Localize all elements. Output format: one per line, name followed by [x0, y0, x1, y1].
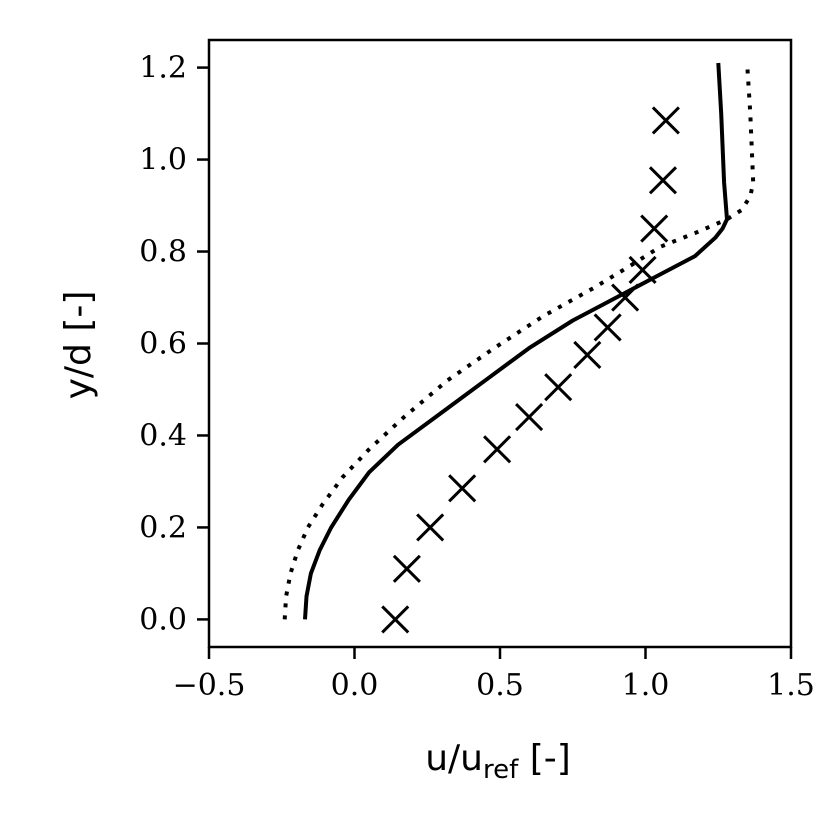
- data-point-x-marker: [392, 554, 421, 583]
- data-point-x-marker: [448, 474, 477, 503]
- x-tick-label: 0.0: [331, 668, 379, 703]
- data-point-x-marker: [515, 403, 544, 432]
- x-tick-label: −0.5: [173, 668, 246, 703]
- y-tick-label: 1.2: [139, 51, 187, 86]
- y-tick-label: 1.0: [139, 143, 187, 178]
- y-tick-label: 0.8: [139, 235, 187, 270]
- data-point-x-marker: [483, 435, 512, 464]
- x-tick-label: 0.5: [476, 668, 524, 703]
- series-line-dotted: [282, 67, 756, 620]
- data-point-x-marker: [640, 214, 669, 243]
- data-point-x-marker: [416, 513, 445, 542]
- data-point-x-marker: [593, 313, 622, 342]
- data-point-x-marker: [381, 605, 410, 634]
- data-point-x-marker: [611, 283, 640, 312]
- data-point-x-marker: [628, 255, 657, 284]
- series-markers: [381, 106, 680, 634]
- y-tick-label: 0.4: [139, 418, 187, 453]
- x-tick-label: 1.5: [767, 668, 815, 703]
- data-point-x-marker: [648, 166, 678, 195]
- y-axis-label: y/d [-]: [58, 291, 99, 400]
- data-point-x-marker: [651, 106, 680, 135]
- series-layer: [282, 62, 756, 634]
- y-tick-label: 0.0: [139, 602, 187, 637]
- data-point-x-marker: [544, 373, 573, 402]
- series-line-solid: [303, 62, 729, 620]
- data-point-x-marker: [573, 340, 602, 370]
- y-tick-label: 0.2: [139, 510, 187, 545]
- x-tick-label: 1.0: [622, 668, 670, 703]
- ticks-group: −0.5 0.0 0.5 1.0 1.5 0.0 0.2 0.4 0.6 0.8 1.0 1.2: [139, 51, 815, 703]
- y-tick-label: 0.6: [139, 327, 187, 362]
- x-axis-label: u/uref [-]: [425, 738, 571, 785]
- plot-area-frame: [207, 38, 793, 649]
